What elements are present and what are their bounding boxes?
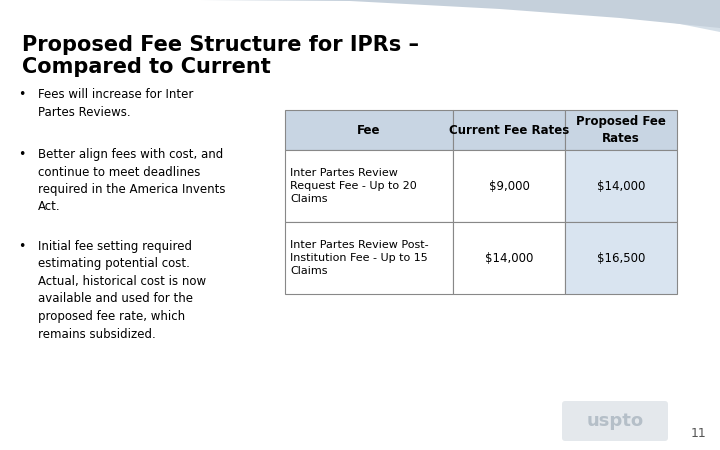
Text: uspto: uspto xyxy=(586,412,644,430)
Text: Proposed Fee
Rates: Proposed Fee Rates xyxy=(576,116,666,144)
Bar xyxy=(565,110,677,150)
Text: Inter Partes Review
Request Fee - Up to 20
Claims: Inter Partes Review Request Fee - Up to … xyxy=(290,168,417,204)
FancyBboxPatch shape xyxy=(562,401,668,441)
Text: 11: 11 xyxy=(690,427,706,440)
Text: $14,000: $14,000 xyxy=(485,252,534,265)
Text: $14,000: $14,000 xyxy=(597,180,645,193)
Text: $9,000: $9,000 xyxy=(489,180,529,193)
Bar xyxy=(285,110,453,150)
Text: •: • xyxy=(18,148,25,161)
Bar xyxy=(453,222,565,294)
Text: •: • xyxy=(18,240,25,253)
Bar xyxy=(565,222,677,294)
Text: Initial fee setting required
estimating potential cost.
Actual, historical cost : Initial fee setting required estimating … xyxy=(38,240,206,341)
Text: Proposed Fee Structure for IPRs –: Proposed Fee Structure for IPRs – xyxy=(22,35,419,55)
Text: Compared to Current: Compared to Current xyxy=(22,57,271,77)
Bar xyxy=(285,150,453,222)
Text: Fees will increase for Inter
Partes Reviews.: Fees will increase for Inter Partes Revi… xyxy=(38,88,194,118)
Text: •: • xyxy=(18,88,25,101)
Bar xyxy=(453,150,565,222)
Text: Better align fees with cost, and
continue to meet deadlines
required in the Amer: Better align fees with cost, and continu… xyxy=(38,148,225,213)
Text: $16,500: $16,500 xyxy=(597,252,645,265)
Text: Fee: Fee xyxy=(357,123,381,136)
Bar xyxy=(565,150,677,222)
Text: Inter Partes Review Post-
Institution Fee - Up to 15
Claims: Inter Partes Review Post- Institution Fe… xyxy=(290,240,428,276)
Polygon shape xyxy=(200,0,720,28)
Bar xyxy=(285,222,453,294)
Bar xyxy=(453,110,565,150)
Text: Current Fee Rates: Current Fee Rates xyxy=(449,123,569,136)
Polygon shape xyxy=(0,0,720,32)
